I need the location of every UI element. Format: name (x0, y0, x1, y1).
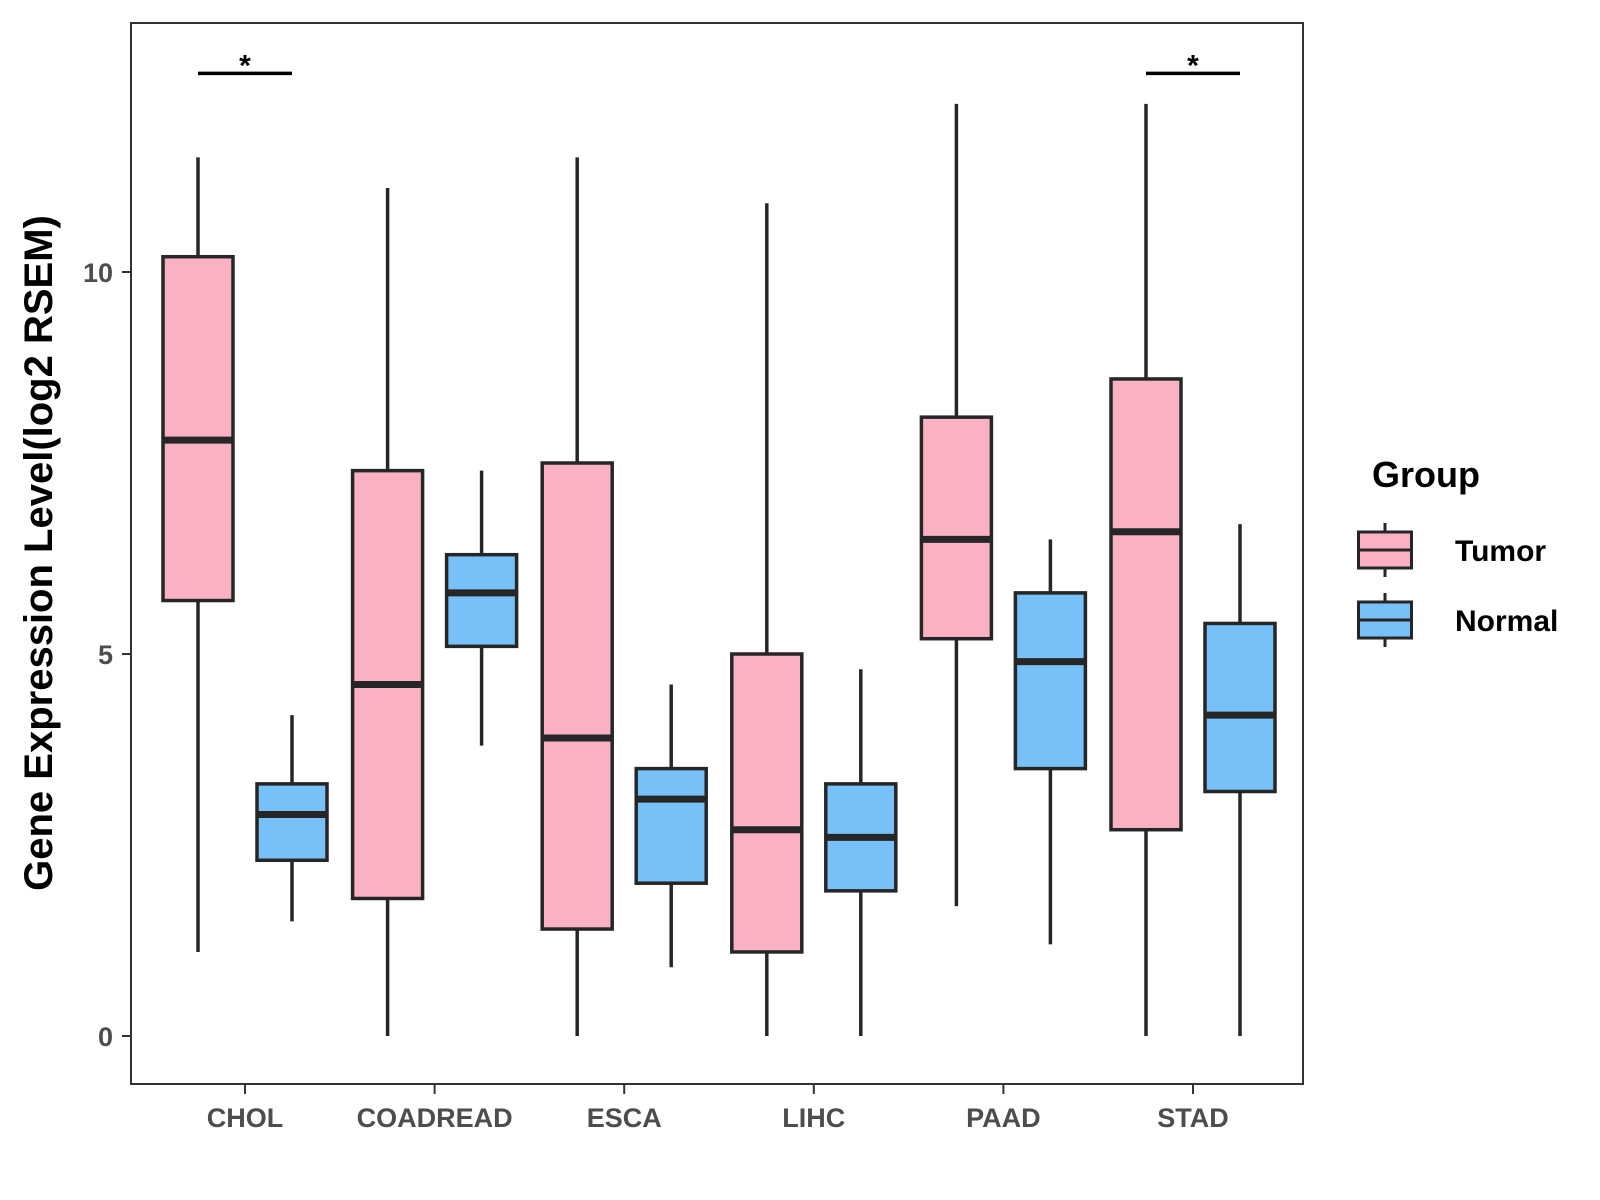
box-normal-paad (1013, 539, 1088, 945)
box-tumor-chol (161, 157, 235, 952)
iqr-box (255, 782, 329, 863)
box-normal-chol (255, 715, 329, 922)
box-tumor-lihc (730, 203, 804, 1036)
box-normal-esca (634, 684, 708, 968)
legend-label: Normal (1455, 605, 1558, 638)
iqr-box (634, 766, 708, 885)
box-tumor-esca (540, 157, 614, 1036)
legend: Group Tumor Normal (1357, 454, 1558, 647)
iqr-box (1203, 621, 1277, 794)
box-tumor-coadread (350, 187, 425, 1036)
x-tick-label: ESCA (587, 1103, 662, 1133)
iqr-box (161, 254, 235, 603)
legend-label: Tumor (1455, 535, 1546, 568)
legend-title: Group (1372, 454, 1480, 495)
iqr-box (1013, 591, 1088, 771)
box-tumor-paad (919, 103, 994, 907)
iqr-box (540, 461, 614, 931)
iqr-box (1109, 377, 1183, 832)
y-tick-label: 5 (98, 640, 113, 670)
x-tick-label: CHOL (207, 1103, 284, 1133)
box-normal-stad (1203, 524, 1277, 1036)
x-tick-label: COADREAD (357, 1103, 513, 1133)
y-axis-title: Gene Expression Level(log2 RSEM) (17, 215, 61, 891)
x-tick-label: PAAD (966, 1103, 1041, 1133)
x-axis: CHOL COADREAD ESCA LIHC PAAD STAD (207, 1084, 1229, 1133)
boxes (161, 103, 1277, 1036)
significance-label: * (239, 49, 251, 82)
iqr-box (919, 415, 994, 641)
y-tick-label: 0 (98, 1022, 113, 1052)
legend-item-normal: Normal (1357, 593, 1558, 647)
y-tick-label: 10 (83, 258, 113, 288)
box-normal-coadread (444, 470, 519, 746)
significance-annotations: * * (198, 49, 1240, 82)
iqr-box (444, 552, 519, 649)
y-axis: 0 5 10 (83, 258, 131, 1052)
significance-label: * (1187, 49, 1199, 82)
box-tumor-stad (1109, 103, 1183, 1036)
plot-panel (130, 22, 1304, 1085)
x-tick-label: LIHC (782, 1103, 845, 1133)
box-normal-lihc (824, 669, 898, 1036)
legend-item-tumor: Tumor (1357, 523, 1546, 577)
iqr-box (730, 652, 804, 954)
x-tick-label: STAD (1157, 1103, 1229, 1133)
